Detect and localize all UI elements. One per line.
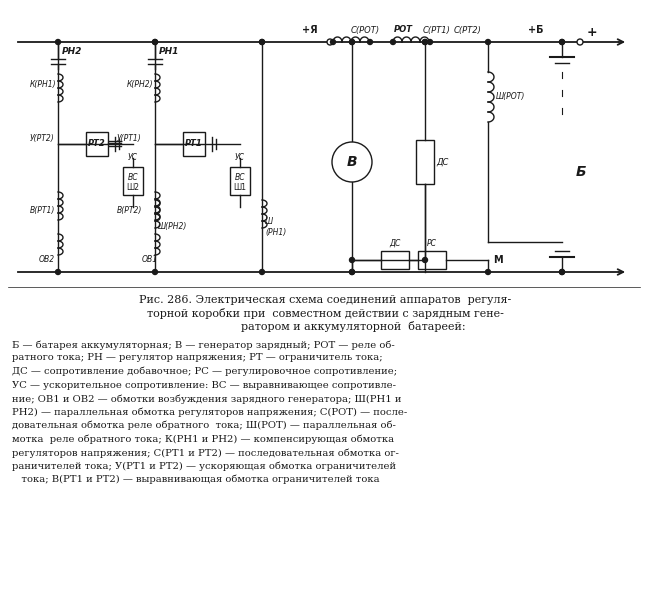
Text: Ш1: Ш1 [233,183,246,192]
Text: РОТ: РОТ [393,26,413,35]
Text: +Б: +Б [528,25,544,35]
Circle shape [486,39,491,45]
Text: Б: Б [576,165,586,179]
Bar [86,132,108,156]
Circle shape [577,39,583,45]
Circle shape [560,39,564,45]
Circle shape [330,39,335,45]
Text: довательная обмотка реле обратного  тока; Ш(РОТ) — параллельная об-: довательная обмотка реле обратного тока;… [12,421,396,430]
Circle shape [153,39,157,45]
Text: +: + [587,26,597,38]
Circle shape [327,39,333,45]
Circle shape [350,39,354,45]
Circle shape [55,39,60,45]
Text: РН2) — параллельная обмотка регуляторов напряжения; С(РОТ) — после-: РН2) — параллельная обмотка регуляторов … [12,408,408,417]
Text: раничителей тока; У(РТ1 и РТ2) — ускоряющая обмотка ограничителей: раничителей тока; У(РТ1 и РТ2) — ускоряю… [12,461,396,471]
Circle shape [391,39,395,45]
Text: К(РН2): К(РН2) [127,79,153,88]
Bar [418,251,446,269]
Circle shape [259,39,265,45]
Circle shape [259,39,265,45]
Text: УС — ускорительное сопротивление: ВС — выравнивающее сопротивле-: УС — ускорительное сопротивление: ВС — в… [12,380,396,389]
Text: У(РТ1): У(РТ1) [117,134,142,143]
Bar [381,251,409,269]
Circle shape [428,39,432,45]
Circle shape [422,257,428,263]
Text: М: М [493,255,502,265]
Bar [230,167,250,195]
Text: РН1: РН1 [159,48,179,57]
Text: Ш(РОТ): Ш(РОТ) [496,93,525,101]
Circle shape [486,269,491,275]
Text: УС: УС [235,153,245,162]
Text: торной коробки при  совместном действии с зарядным гене-: торной коробки при совместном действии с… [146,308,504,319]
Text: Б — батарея аккумуляторная; В — генератор зарядный; РОТ — реле об-: Б — батарея аккумуляторная; В — генерато… [12,340,395,349]
Text: ОВ1: ОВ1 [142,256,158,264]
Circle shape [350,39,354,45]
Text: С(РТ2): С(РТ2) [454,26,482,35]
Circle shape [422,39,428,45]
Text: У(РТ2): У(РТ2) [30,134,55,143]
Text: ДС — сопротивление добавочное; РС — регулировочное сопротивление;: ДС — сопротивление добавочное; РС — регу… [12,367,397,377]
Bar [416,140,434,184]
Text: РТ2: РТ2 [88,140,106,149]
Circle shape [153,269,157,275]
Circle shape [350,269,354,275]
Text: РС: РС [427,239,437,248]
Text: тока; В(РТ1 и РТ2) — выравнивающая обмотка ограничителей тока: тока; В(РТ1 и РТ2) — выравнивающая обмот… [12,475,380,485]
Circle shape [367,39,372,45]
Text: ние; ОВ1 и ОВ2 — обмотки возбуждения зарядного генератора; Ш(РН1 и: ние; ОВ1 и ОВ2 — обмотки возбуждения зар… [12,394,402,404]
Text: ДС: ДС [389,239,400,248]
Circle shape [153,39,157,45]
Text: В(РТ1): В(РТ1) [30,205,55,214]
Circle shape [332,142,372,182]
Circle shape [259,269,265,275]
Text: В: В [346,155,358,169]
Text: Ш(РН2): Ш(РН2) [158,223,187,232]
Text: К(РН1): К(РН1) [30,79,57,88]
Text: Ш
(РН1): Ш (РН1) [265,217,286,236]
Text: С(РОТ): С(РОТ) [350,26,380,35]
Circle shape [350,257,354,263]
Text: регуляторов напряжения; С(РТ1 и РТ2) — последовательная обмотка ог-: регуляторов напряжения; С(РТ1 и РТ2) — п… [12,448,399,457]
Text: РН2: РН2 [62,48,83,57]
Text: ратором и аккумуляторной  батареей:: ратором и аккумуляторной батареей: [185,321,465,332]
Text: В(РТ2): В(РТ2) [117,205,142,214]
Text: Рис. 286. Электрическая схема соединений аппаратов  регуля-: Рис. 286. Электрическая схема соединений… [139,295,511,305]
Text: мотка  реле обратного тока; К(РН1 и РН2) — компенсирующая обмотка: мотка реле обратного тока; К(РН1 и РН2) … [12,435,394,444]
Circle shape [560,269,564,275]
Text: С(РТ1): С(РТ1) [423,26,451,35]
Circle shape [560,39,564,45]
Circle shape [560,269,564,275]
Bar [183,132,205,156]
Text: Ш2: Ш2 [127,183,140,192]
Text: +Я: +Я [302,25,318,35]
Text: ВС: ВС [235,173,245,181]
Text: ДС: ДС [436,158,448,167]
Text: РТ1: РТ1 [185,140,203,149]
Circle shape [422,39,428,45]
Circle shape [55,269,60,275]
Text: УС: УС [128,153,138,162]
Circle shape [350,269,354,275]
Text: ратного тока; РН — регулятор напряжения; РТ — ограничитель тока;: ратного тока; РН — регулятор напряжения;… [12,353,383,362]
Text: ВС: ВС [127,173,138,181]
Text: ОВ2: ОВ2 [39,256,55,264]
Bar [123,167,143,195]
